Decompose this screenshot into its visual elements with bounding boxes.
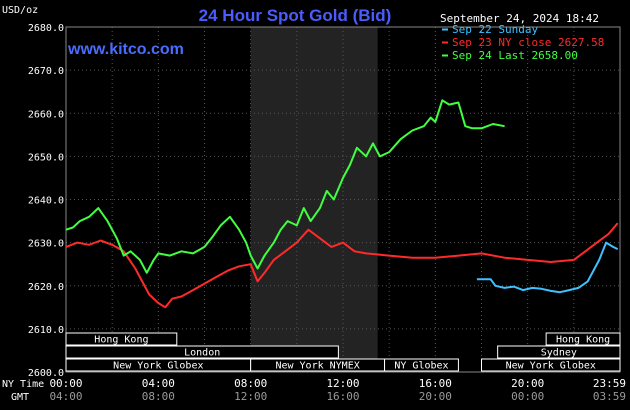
x-tick-label-ny: 08:00 (234, 377, 267, 390)
y-tick-label: 2650.0 (28, 152, 64, 163)
session-label: Hong Kong (556, 335, 610, 346)
chart-title: 24 Hour Spot Gold (Bid) (199, 6, 392, 25)
session-label: New York NYMEX (275, 361, 359, 372)
x-tick-label-ny: 23:59 (593, 377, 626, 390)
plot-frame (65, 26, 621, 373)
sessions-layer: Hong Kong London New York Globex New York N… (65, 332, 621, 372)
legend-label: Sep 24 Last 2658.00 (452, 49, 578, 62)
session-label: Sydney (541, 348, 577, 359)
session-label: NY Globex (394, 361, 448, 372)
session-bar (65, 345, 339, 359)
x-tick-label-gmt: 03:59 (593, 390, 626, 403)
x-tick-label-gmt: 16:00 (326, 390, 359, 403)
series-line-1 (476, 241, 619, 294)
series-layer (65, 99, 619, 309)
y-tick-label: 2620.0 (28, 282, 64, 293)
y-tick-label: 2630.0 (28, 239, 64, 250)
x-tick-label-gmt: 20:00 (419, 390, 452, 403)
timestamp: September 24, 2024 18:42 (440, 12, 599, 25)
legend-label: Sep 22 Sunday (452, 23, 538, 36)
session-label: New York Globex (506, 361, 596, 372)
x-tick-label-ny: 16:00 (419, 377, 452, 390)
session-bar (65, 332, 178, 346)
x-tick-label-ny: 04:00 (142, 377, 175, 390)
y-tick-label: 2660.0 (28, 109, 64, 120)
y-tick-label: 2600.0 (28, 368, 64, 379)
x-tick-label-gmt: 08:00 (142, 390, 175, 403)
session-bar (481, 358, 621, 372)
x-row-label-ny: NY Time (2, 379, 44, 390)
session-label: Hong Kong (94, 335, 148, 346)
session-bar (545, 332, 621, 346)
x-row-label-gmt: GMT (11, 392, 29, 403)
session-bar (497, 345, 621, 359)
series-line-3 (65, 99, 505, 274)
session-bar (384, 358, 459, 372)
x-ticks-layer: 00:0004:0004:0008:0008:0012:0012:0016:00… (49, 377, 626, 403)
website-label: www.kitco.com (67, 41, 184, 58)
y-tick-label: 2680.0 (28, 23, 64, 34)
session-label: New York Globex (113, 361, 203, 372)
x-tick-label-gmt: 00:00 (511, 390, 544, 403)
y-tick-label: 2670.0 (28, 66, 64, 77)
legend-label: Sep 23 NY close 2627.58 (452, 36, 604, 49)
x-tick-label-ny: 00:00 (49, 377, 82, 390)
x-tick-label-ny: 12:00 (326, 377, 359, 390)
x-tick-label-gmt: 04:00 (49, 390, 82, 403)
series-line-2 (65, 222, 619, 309)
unit-label: USD/oz (2, 5, 38, 16)
y-ticks-layer: 2680.0 2670.0 2660.0 2650.0 2640.0 2630.0 2620… (28, 23, 64, 379)
x-tick-label-ny: 20:00 (511, 377, 544, 390)
legend: September 24, 2024 18:42 Sep 22 SundaySe… (440, 12, 604, 62)
y-tick-label: 2640.0 (28, 196, 64, 207)
grid-layer (65, 26, 621, 373)
x-tick-label-gmt: 12:00 (234, 390, 267, 403)
session-label: London (184, 348, 220, 359)
y-tick-label: 2610.0 (28, 325, 64, 336)
